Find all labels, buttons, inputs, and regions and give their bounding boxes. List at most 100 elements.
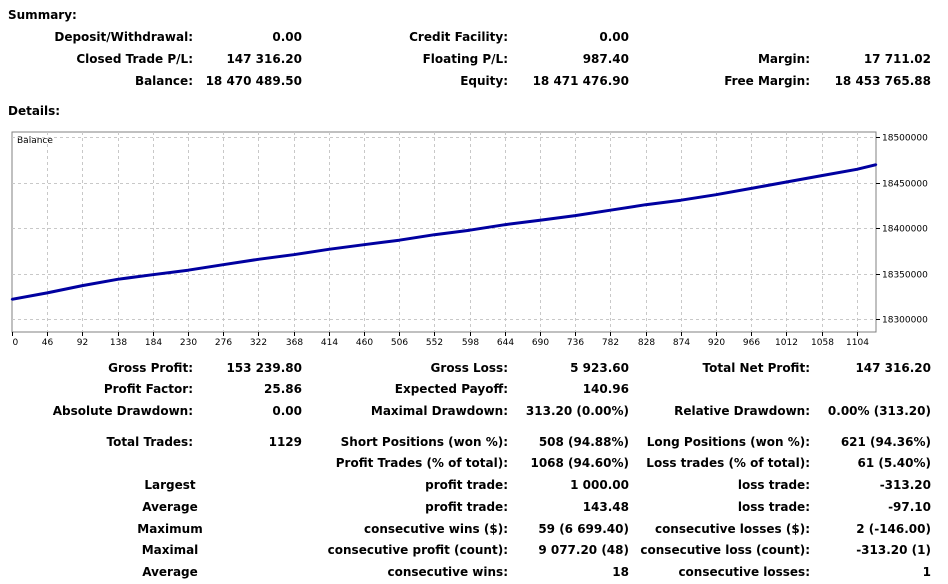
x-tick-label: 460 <box>356 338 373 348</box>
total-trades-label: Total Trades: <box>106 435 193 449</box>
balance-point <box>222 263 225 266</box>
maximal-drawdown-label: Maximal Drawdown: <box>370 404 508 418</box>
long-positions-label: Long Positions (won %): <box>646 435 810 449</box>
profit-factor-label: Profit Factor: <box>103 382 193 396</box>
credit-facility-label: Credit Facility: <box>409 30 508 44</box>
average-consecutive-label: Average <box>142 565 198 579</box>
balance-point <box>679 199 683 202</box>
balance-point <box>81 284 84 287</box>
x-tick-label: 506 <box>391 338 408 348</box>
balance-point <box>292 253 295 256</box>
balance-point <box>820 174 823 177</box>
x-tick-label: 414 <box>321 338 338 348</box>
balance-value: 18 470 489.50 <box>205 74 302 88</box>
balance-point <box>362 243 366 246</box>
x-tick-label: 736 <box>567 338 584 348</box>
y-axis: 18500000 18450000 18400000 18350000 18300000 <box>876 134 928 326</box>
x-tick-label: 782 <box>602 338 619 348</box>
balance-point <box>750 187 753 190</box>
maximum-label: Maximum <box>137 522 203 536</box>
margin-value: 17 711.02 <box>863 52 931 66</box>
x-tick-label: 230 <box>180 338 197 348</box>
largest-loss-trade-value: -313.20 <box>879 478 931 492</box>
expected-payoff-value: 140.96 <box>582 382 629 396</box>
x-tick-label: 828 <box>638 338 655 348</box>
equity-value: 18 471 476.90 <box>532 74 629 88</box>
balance-point <box>574 214 577 217</box>
average-label: Average <box>142 500 198 514</box>
balance-point <box>714 193 718 196</box>
deposit-withdrawal-label: Deposit/Withdrawal: <box>54 30 193 44</box>
average-loss-trade-label: loss trade: <box>737 500 810 514</box>
max-consecutive-losses-value: 2 (-146.00) <box>856 522 931 536</box>
y-tick-label: 18300000 <box>882 316 928 326</box>
x-tick-label: 0 <box>13 338 19 348</box>
maximal-consecutive-profit-value: 9 077.20 (48) <box>538 543 629 557</box>
average-loss-trade-value: -97.10 <box>888 500 931 514</box>
x-tick-label: 552 <box>426 338 443 348</box>
balance-point <box>609 209 612 212</box>
short-positions-label: Short Positions (won %): <box>340 435 508 449</box>
average-profit-trade-label: profit trade: <box>425 500 508 514</box>
short-positions-value: 508 (94.88%) <box>538 435 629 449</box>
balance-point <box>855 168 859 171</box>
balance-point <box>433 233 436 236</box>
x-tick-label: 690 <box>532 338 549 348</box>
x-tick-label: 368 <box>286 338 303 348</box>
balance-point <box>538 219 542 222</box>
x-tick-label: 1058 <box>811 338 834 348</box>
y-tick-label: 18450000 <box>882 180 928 190</box>
summary-heading: Summary: <box>8 8 77 22</box>
max-consecutive-wins-label: consecutive wins ($): <box>363 522 508 536</box>
margin-label: Margin: <box>757 52 810 66</box>
closed-trade-pl-value: 147 316.20 <box>226 52 302 66</box>
x-tick-label: 322 <box>250 338 267 348</box>
x-tick-label: 1012 <box>775 338 798 348</box>
total-trades-value: 1129 <box>268 435 302 449</box>
balance-chart: Balance 18500000 18450000 18400000 18350000… <box>10 131 928 348</box>
loss-trades-value: 61 (5.40%) <box>857 456 931 470</box>
y-tick-label: 18500000 <box>882 134 928 144</box>
credit-facility-value: 0.00 <box>599 30 629 44</box>
expected-payoff-label: Expected Payoff: <box>394 382 508 396</box>
average-consecutive-losses-label: consecutive losses: <box>678 565 810 579</box>
balance-point <box>398 239 401 242</box>
long-positions-value: 621 (94.36%) <box>840 435 931 449</box>
x-tick-label: 46 <box>42 338 54 348</box>
free-margin-value: 18 453 765.88 <box>834 74 931 88</box>
gross-profit-value: 153 239.80 <box>226 361 302 375</box>
balance-point <box>503 223 506 226</box>
plot-area <box>10 163 878 301</box>
average-consecutive-wins-value: 18 <box>612 565 629 579</box>
average-consecutive-wins-label: consecutive wins: <box>387 565 508 579</box>
profit-trades-label: Profit Trades (% of total): <box>335 456 508 470</box>
maximal-consecutive-profit-label: consecutive profit (count): <box>327 543 508 557</box>
x-tick-label: 92 <box>77 338 88 348</box>
deposit-withdrawal-value: 0.00 <box>272 30 302 44</box>
x-tick-label: 874 <box>673 338 690 348</box>
maximal-consecutive-loss-value: -313.20 (1) <box>856 543 931 557</box>
largest-loss-trade-label: loss trade: <box>737 478 810 492</box>
details-heading: Details: <box>8 104 61 118</box>
profit-factor-value: 25.86 <box>264 382 302 396</box>
gross-loss-value: 5 923.60 <box>570 361 629 375</box>
x-tick-label: 138 <box>110 338 127 348</box>
total-net-profit-value: 147 316.20 <box>855 361 931 375</box>
balance-point <box>644 203 647 206</box>
gross-profit-label: Gross Profit: <box>108 361 193 375</box>
largest-profit-trade-value: 1 000.00 <box>570 478 629 492</box>
absolute-drawdown-label: Absolute Drawdown: <box>52 404 193 418</box>
x-tick-label: 644 <box>497 338 514 348</box>
closed-trade-pl-label: Closed Trade P/L: <box>76 52 193 66</box>
profit-trades-value: 1068 (94.60%) <box>530 456 629 470</box>
x-tick-label: 920 <box>708 338 725 348</box>
floating-pl-value: 987.40 <box>582 52 629 66</box>
max-consecutive-losses-label: consecutive losses ($): <box>654 522 810 536</box>
average-consecutive-losses-value: 1 <box>922 565 931 579</box>
x-tick-label: 966 <box>743 338 760 348</box>
balance-point <box>116 278 119 281</box>
x-axis: 0 46 92 138 184 230 276 322 368 414 460 506 552 598 64… <box>12 332 869 348</box>
balance-point <box>186 269 190 272</box>
free-margin-label: Free Margin: <box>724 74 810 88</box>
balance-point <box>257 258 260 261</box>
